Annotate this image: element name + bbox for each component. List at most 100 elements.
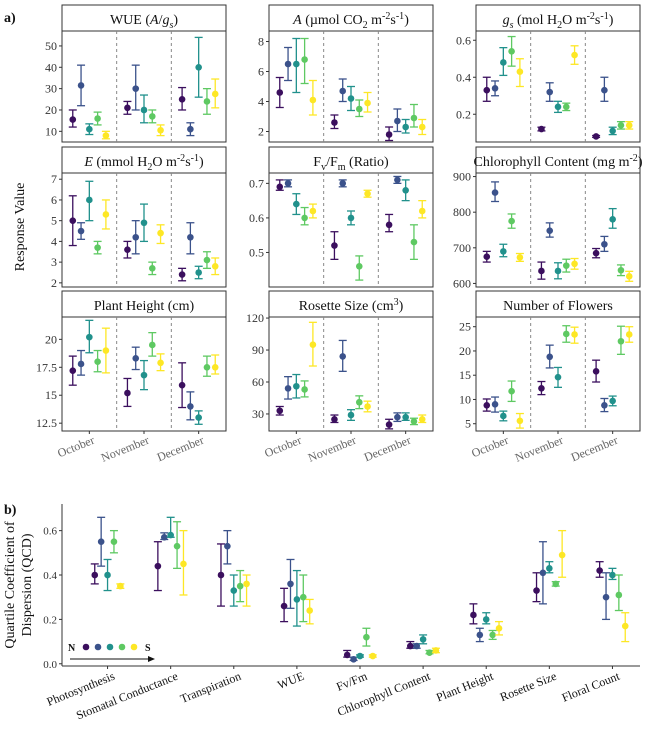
category-label: WUE bbox=[275, 669, 306, 692]
data-point bbox=[230, 587, 238, 594]
data-point bbox=[470, 611, 477, 619]
data-point bbox=[284, 60, 292, 68]
panel-a-month-labels: October November December October November De… bbox=[55, 431, 620, 465]
y-tick-label: 700 bbox=[453, 241, 471, 255]
data-point bbox=[211, 262, 219, 270]
data-point bbox=[276, 407, 284, 415]
data-point bbox=[617, 266, 625, 274]
data-point bbox=[516, 68, 524, 75]
data-point bbox=[203, 363, 211, 371]
data-point bbox=[476, 631, 484, 639]
data-point bbox=[94, 115, 101, 122]
data-point bbox=[309, 96, 317, 104]
month-label: December bbox=[362, 433, 413, 464]
panel-a-label: a) bbox=[4, 11, 16, 26]
qcd-y-axis-label: Quartile Coefficient of Dispersion (QCD) bbox=[3, 521, 35, 649]
data-point bbox=[293, 382, 300, 390]
y-tick-label: 90 bbox=[252, 343, 264, 357]
y-tick-label: 30 bbox=[45, 82, 57, 96]
data-point bbox=[418, 123, 426, 131]
data-point bbox=[385, 131, 393, 138]
data-point bbox=[102, 347, 110, 354]
data-point bbox=[287, 580, 294, 588]
data-point bbox=[609, 571, 616, 579]
data-point bbox=[160, 533, 168, 541]
data-point bbox=[293, 596, 301, 603]
facet-1: WUE (A/gs) 10 20 30 40 50 bbox=[45, 4, 227, 143]
y-tick-label: 50 bbox=[45, 39, 57, 53]
data-point bbox=[86, 125, 93, 133]
data-point bbox=[426, 649, 433, 656]
y-tick-label: 2 bbox=[258, 125, 264, 139]
facet-3: gs (mol H2O m-2s-1) 0.2 0.4 0.6 bbox=[456, 4, 641, 143]
facet-strip bbox=[268, 4, 434, 32]
data-point bbox=[187, 125, 194, 133]
data-point bbox=[167, 531, 174, 539]
data-point bbox=[508, 387, 515, 395]
data-point bbox=[609, 216, 616, 223]
month-label: December bbox=[155, 433, 206, 464]
data-point bbox=[394, 117, 401, 125]
data-point bbox=[347, 95, 355, 102]
data-point bbox=[601, 240, 608, 248]
data-point bbox=[500, 412, 507, 420]
data-point bbox=[500, 248, 507, 255]
data-point bbox=[331, 415, 338, 423]
data-point bbox=[124, 104, 131, 112]
y-tick-label: 0.5 bbox=[249, 245, 264, 259]
panel-a-y-axis-label: Response Value bbox=[13, 183, 28, 272]
y-tick-label: 0.6 bbox=[249, 211, 264, 225]
facet-strip bbox=[61, 290, 227, 318]
y-tick-label: 25 bbox=[459, 320, 471, 334]
data-point bbox=[301, 386, 308, 393]
category-label: Transpiration bbox=[178, 669, 243, 706]
facet-2: A (µmol CO2 m-2s-1) 2 4 6 8 bbox=[258, 4, 434, 143]
data-point bbox=[236, 582, 244, 590]
category-label: Rosette Size bbox=[498, 669, 559, 704]
data-point bbox=[124, 389, 131, 397]
data-point bbox=[508, 217, 515, 225]
y-tick-label: 10 bbox=[45, 124, 57, 138]
facet-title: Chlorophyll Content (mg m-2) bbox=[474, 153, 643, 170]
data-point bbox=[187, 403, 194, 410]
data-point bbox=[339, 87, 347, 95]
y-tick-label: 12.5 bbox=[36, 416, 57, 430]
data-point bbox=[571, 51, 578, 59]
data-point bbox=[157, 229, 164, 237]
data-point bbox=[571, 260, 578, 268]
facet-strip bbox=[475, 4, 641, 32]
data-point bbox=[203, 98, 211, 105]
month-label: December bbox=[569, 433, 620, 464]
y-tick-label: 10 bbox=[459, 392, 471, 406]
legend-north-label: N bbox=[68, 643, 76, 654]
y-tick-label: 0.4 bbox=[456, 70, 471, 84]
facet-title: A (µmol CO2 m-2s-1) bbox=[292, 11, 409, 31]
data-point bbox=[491, 401, 499, 408]
data-point bbox=[69, 367, 77, 374]
data-point bbox=[516, 417, 524, 425]
data-point bbox=[554, 267, 562, 275]
facet-strip bbox=[61, 4, 227, 32]
panel-a-grid: WUE (A/gs) 10 20 30 40 50 A (µmol CO2 m-2s-1) 2… bbox=[36, 4, 643, 432]
data-point bbox=[178, 271, 186, 278]
data-point bbox=[276, 183, 284, 191]
data-point bbox=[533, 587, 540, 594]
data-point bbox=[601, 401, 608, 409]
data-point bbox=[102, 211, 110, 218]
y-tick-label: 0.7 bbox=[249, 176, 264, 190]
data-point bbox=[489, 631, 496, 639]
data-point bbox=[363, 633, 370, 641]
data-point bbox=[410, 114, 418, 122]
data-point bbox=[350, 656, 357, 663]
data-point bbox=[132, 233, 140, 241]
data-point bbox=[355, 398, 363, 406]
data-point bbox=[418, 207, 426, 215]
data-point bbox=[592, 249, 600, 257]
facet-panel-border bbox=[475, 30, 641, 143]
category-label: Plant Height bbox=[434, 669, 496, 705]
data-point bbox=[364, 403, 371, 410]
legend-site-marker bbox=[94, 643, 102, 651]
data-point bbox=[339, 353, 347, 360]
data-point bbox=[211, 90, 219, 98]
